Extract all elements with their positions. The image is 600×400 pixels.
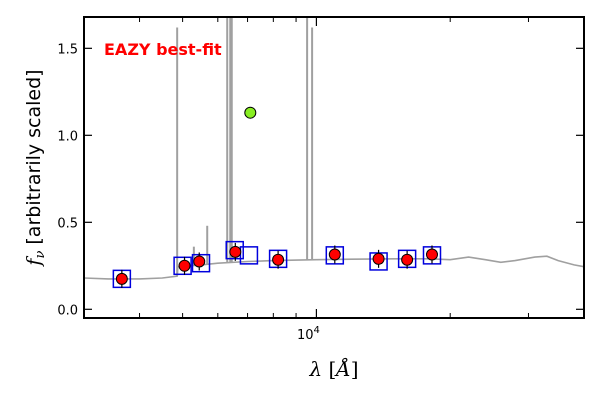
observed-photometry-series [115, 242, 438, 288]
y-tick-label-3: 1.5 [57, 42, 78, 57]
observed-point-4 [272, 253, 285, 266]
y-tick-label-1: 0.5 [57, 216, 78, 231]
outlier-series [244, 106, 257, 119]
y-tick-label-2: 1.0 [57, 129, 78, 144]
template-spectrum [84, 17, 584, 280]
observed-point-5 [328, 248, 341, 261]
observed-point-3 [229, 245, 242, 258]
plot-frame [83, 16, 585, 319]
y-axis-ticks: 0.0 0.5 1.0 1.5 [57, 42, 584, 318]
model-point-2 [191, 253, 211, 273]
model-point-1 [173, 256, 192, 276]
x-axis-label-unit-close: ] [351, 357, 359, 381]
annotation-eazy-best-fit: EAZY best-fit [104, 40, 222, 59]
y-tick-label-0: 0.0 [57, 303, 78, 318]
x-axis-ticks: 104 [139, 17, 529, 343]
observed-point-1 [178, 259, 191, 272]
y-axis-label: fν [arbitrarily scaled] [23, 69, 48, 267]
observed-point-7 [401, 253, 414, 266]
outlier-point-0 [244, 106, 257, 119]
x-axis-label-unit-open: [ [322, 357, 336, 381]
x-tick-label-0: 104 [297, 325, 320, 343]
observed-point-8 [425, 248, 438, 261]
x-tick-label-base: 10 [297, 328, 314, 343]
model-point-4 [239, 246, 259, 265]
observed-point-6 [372, 252, 385, 265]
observed-point-2 [193, 255, 206, 268]
observed-point-0 [115, 272, 128, 285]
y-axis-label-rest: [arbitrarily scaled] [23, 69, 45, 250]
x-axis-label-unit: Å [334, 356, 350, 381]
x-axis-label-symbol: λ [308, 357, 322, 381]
y-axis-label-symbol: f [23, 256, 45, 268]
x-tick-label-exponent: 4 [313, 325, 319, 336]
y-axis-label-subscript: ν [33, 251, 48, 259]
x-axis-label: λ [Å] [308, 356, 358, 381]
